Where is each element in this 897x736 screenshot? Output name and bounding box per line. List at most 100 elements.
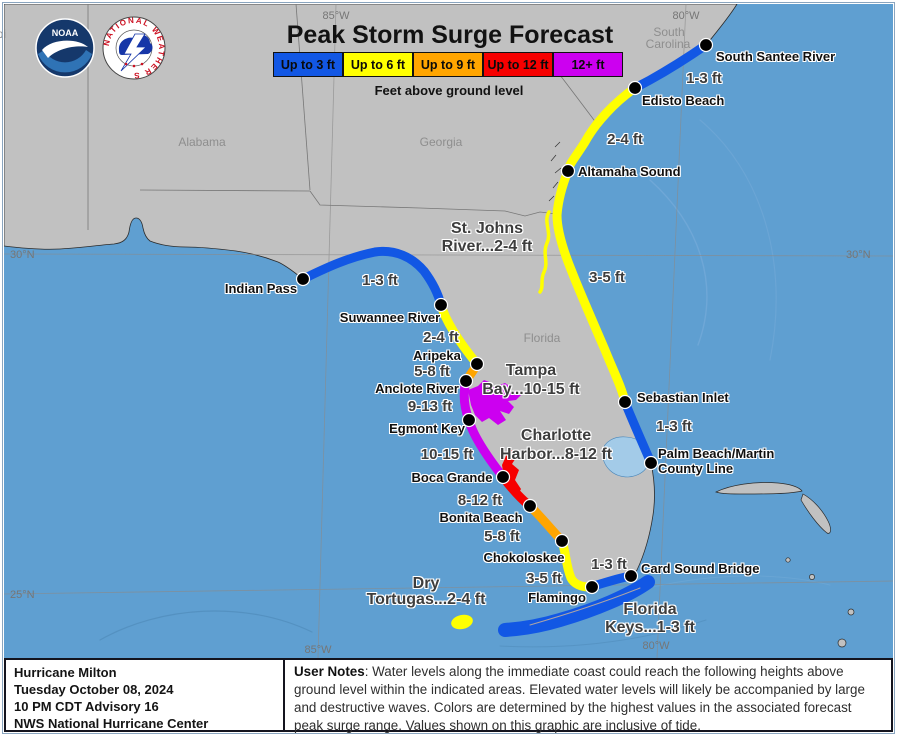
dot-edisto-beach [627, 80, 643, 96]
gridlabel-80w-top: 80°W [672, 10, 700, 22]
label-suwannee-river: Suwannee River [339, 310, 441, 325]
statelabel-georgia: Georgia [419, 135, 463, 149]
area-florida-keys-line1: Florida [623, 601, 677, 618]
noaa-logo: NOAA [35, 18, 95, 78]
legend-swatch-up-to-3ft: Up to 3 ft [273, 52, 343, 77]
label-south-santee-river: South Santee River [716, 49, 836, 64]
statelabel-alabama: Alabama [178, 135, 226, 149]
label-aripeka: Aripeka [413, 348, 461, 363]
map-svg [4, 4, 893, 658]
surge-legend: Up to 3 ft Up to 6 ft Up to 9 ft Up to 1… [273, 52, 623, 77]
marsh-ticks [548, 141, 562, 202]
dot-south-santee-river [698, 37, 714, 53]
dot-anclote-river [458, 373, 474, 389]
noaa-logo-text: NOAA [52, 28, 79, 38]
user-notes-label: User Notes [294, 664, 365, 679]
value-2-4ft-suwannee: 2-4 ft [423, 329, 459, 346]
label-bonita-beach: Bonita Beach [439, 510, 523, 525]
statelabel-carolina: Carolina [645, 37, 691, 51]
value-1-3ft-sebastian: 1-3 ft [656, 418, 692, 435]
footer: Hurricane Milton Tuesday October 08, 202… [4, 658, 893, 733]
legend-swatch-up-to-12ft: Up to 12 ft [483, 52, 553, 77]
issuing-office: NWS National Hurricane Center [14, 716, 209, 731]
user-notes-text: : Water levels along the immediate coast… [294, 664, 865, 733]
gridlabel-85w-top: 85°W [322, 10, 350, 22]
dot-boca-grande [495, 469, 511, 485]
legend-subtitle: Feet above ground level [374, 83, 524, 98]
label-indian-pass: Indian Pass [224, 281, 298, 296]
value-2-4ft-edisto: 2-4 ft [607, 131, 643, 148]
dot-flamingo [584, 579, 600, 595]
storm-name: Hurricane Milton [14, 665, 117, 680]
dot-egmont-key [461, 412, 477, 428]
label-palm-beach-martin: Palm Beach/Martin [658, 446, 775, 461]
user-notes-panel: User Notes: Water levels along the immed… [285, 658, 893, 733]
statelabel-florida: Florida [523, 331, 561, 345]
gridlabel-30n-left: 30°N [10, 249, 35, 261]
label-boca-grande: Boca Grande [411, 470, 493, 485]
page-title: Peak Storm Surge Forecast [286, 21, 614, 49]
statelabel-mississippi: Mississippi [0, 27, 7, 41]
surge-florida-keys-1-3ft [498, 575, 655, 637]
dot-bonita-beach [522, 498, 538, 514]
dot-aripeka [469, 356, 485, 372]
tampa-bay-surge-blob [468, 380, 522, 425]
area-charlotte-line2: Harbor...8-12 ft [499, 446, 613, 463]
dot-chokoloskee [554, 533, 570, 549]
statelabel-south: South [653, 25, 685, 39]
value-1-3ft-flamingo: 1-3 ft [591, 556, 627, 573]
dot-sebastian-inlet [617, 394, 633, 410]
value-10-15ft-sarasota: 10-15 ft [420, 446, 474, 463]
advisory-panel: Hurricane Milton Tuesday October 08, 202… [4, 658, 285, 732]
keys-island-chain [529, 587, 641, 626]
area-charlotte-line1: Charlotte [520, 427, 592, 444]
value-5-8ft-aripeka: 5-8 ft [414, 363, 450, 380]
advisory-date: Tuesday October 08, 2024 [14, 682, 174, 697]
area-st-johns-line2: River...2-4 ft [441, 238, 533, 255]
legend-swatch-up-to-6ft: Up to 6 ft [343, 52, 413, 77]
label-egmont-key: Egmont Key [389, 421, 465, 436]
area-dry-tortugas-line1: Dry [412, 575, 440, 592]
gridlabel-85w-bottom: 85°W [304, 644, 332, 656]
label-county-line: County Line [658, 461, 734, 476]
area-florida-keys-line2: Keys...1-3 ft [605, 619, 695, 636]
label-sebastian-inlet: Sebastian Inlet [637, 390, 729, 405]
value-1-3ft-bigbend: 1-3 ft [362, 272, 398, 289]
dot-indian-pass [295, 271, 311, 287]
value-3-5ft-chokoloskee: 3-5 ft [526, 570, 562, 587]
dot-palm-beach-martin [643, 455, 659, 471]
bathymetry-lines [99, 119, 831, 648]
value-9-13ft-anclote: 9-13 ft [407, 398, 453, 415]
charlotte-harbor-surge-blob [502, 450, 521, 498]
label-altamaha-sound: Altamaha Sound [578, 164, 681, 179]
agency-logos: NOAA NATIONAL WEATHER SERVICE [30, 7, 169, 89]
value-8-12ft-boca: 8-12 ft [457, 492, 503, 509]
value-1-3ft-santee: 1-3 ft [686, 70, 722, 87]
dry-tortugas-surge-blob [451, 614, 473, 630]
legend-swatch-up-to-9ft: Up to 9 ft [413, 52, 483, 77]
area-tampa-bay-line1: Tampa [505, 362, 557, 379]
label-edisto-beach: Edisto Beach [642, 93, 725, 108]
legend-swatch-12plus-ft: 12+ ft [553, 52, 623, 77]
area-st-johns-line1: St. Johns [450, 220, 524, 237]
area-tampa-bay-line2: Bay...10-15 ft [482, 381, 580, 398]
gridlabel-80w-bottom: 80°W [642, 640, 670, 652]
value-3-5ft-eastcoast: 3-5 ft [589, 269, 625, 286]
location-dots [295, 37, 714, 595]
gridlabel-30n-right: 30°N [846, 249, 871, 261]
label-card-sound-bridge: Card Sound Bridge [641, 561, 760, 576]
map-canvas [4, 4, 893, 658]
dot-suwannee-river [433, 297, 449, 313]
advisory-number: 10 PM CDT Advisory 16 [14, 699, 159, 714]
label-chokoloskee: Chokoloskee [483, 550, 565, 565]
dot-altamaha-sound [560, 163, 576, 179]
bahamas-islands [715, 482, 855, 648]
label-flamingo: Flamingo [528, 590, 586, 605]
value-5-8ft-bonita: 5-8 ft [484, 528, 520, 545]
area-dry-tortugas-line2: Tortugas...2-4 ft [366, 591, 486, 608]
surge-edisto-sebastian-2-5ft [552, 83, 640, 407]
dot-card-sound-bridge [623, 568, 639, 584]
gridlabel-25n-left: 25°N [10, 589, 35, 601]
surge-chokoloskee-flamingo-3-5ft [557, 536, 595, 592]
